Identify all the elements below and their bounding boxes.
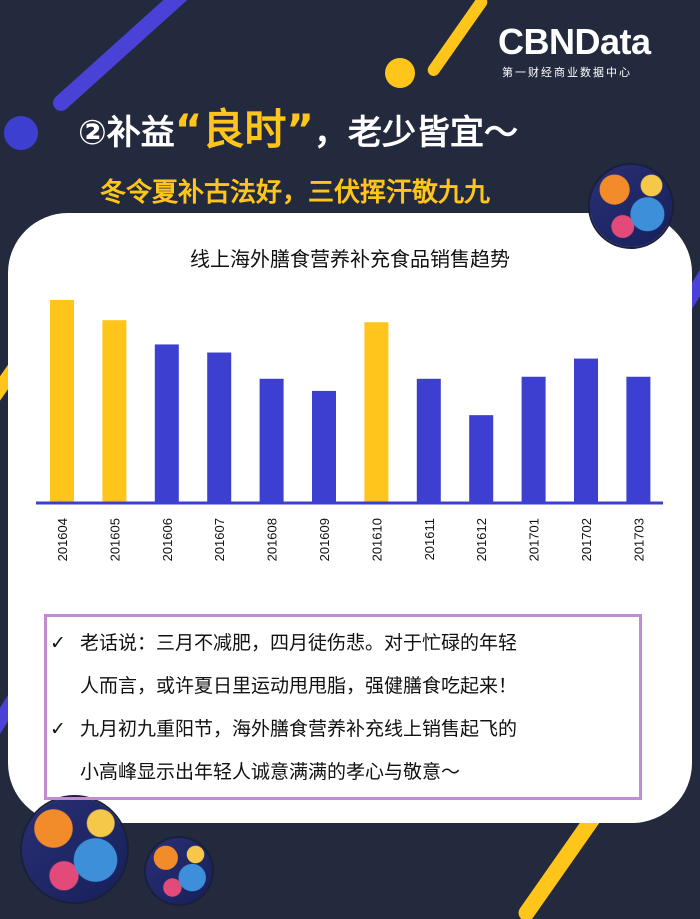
tick-label-201608: 201608 [265, 518, 280, 561]
bar-201607 [207, 352, 232, 502]
tick-label-201605: 201605 [107, 518, 122, 561]
bar-201702 [574, 358, 598, 502]
decor-pattern-bottom-left-large [22, 797, 127, 902]
notes-box [44, 614, 642, 800]
tick-label-201702: 201702 [579, 518, 594, 561]
bar-201701 [521, 376, 546, 502]
tick-label-201703: 201703 [631, 518, 646, 561]
title-prefix: ②补益 [78, 113, 175, 153]
tick-label-201606: 201606 [160, 518, 175, 561]
brand-name: CBNData [498, 21, 651, 62]
decor-pattern-bottom-left-small [146, 838, 212, 904]
note-2-line-2: 小高峰显示出年轻人诚意满满的孝心与敬意～ [80, 761, 461, 783]
title-highlight: “良时” [174, 105, 315, 154]
tick-label-201609: 201609 [317, 518, 332, 561]
bar-201609 [312, 390, 336, 502]
content-card [8, 213, 692, 823]
title-suffix: ，老少皆宜～ [314, 113, 519, 153]
page-title: ②补益“良时”，老少皆宜～ [78, 96, 518, 157]
decor-pattern-top-right [590, 165, 672, 247]
bar-201612 [469, 415, 494, 502]
tick-label-201701: 201701 [527, 518, 542, 561]
chart-title: 线上海外膳食营养补充食品销售趋势 [190, 247, 510, 271]
bar-201703 [626, 376, 651, 502]
check-icon: ✓ [50, 632, 66, 654]
tick-label-201604: 201604 [55, 518, 70, 561]
decor-dot-blue [4, 116, 38, 150]
bar-201610 [364, 322, 389, 502]
tick-label-201610: 201610 [369, 518, 384, 561]
bar-201606 [154, 344, 179, 502]
note-2: ✓ 九月初九重阳节，海外膳食营养补充线上销售起飞的 小高峰显示出年轻人诚意满满的孝… [50, 708, 630, 794]
tick-label-201607: 201607 [212, 518, 227, 561]
page-subtitle: 冬令夏补古法好，三伏挥汗敬九九 [100, 178, 491, 208]
brand-tagline: 第一财经商业数据中心 [502, 67, 632, 79]
bar-201611 [416, 378, 441, 502]
note-1: ✓ 老话说：三月不减肥，四月徒伤悲。对于忙碌的年轻 人而言，或许夏日里运动甩甩脂，… [50, 622, 630, 708]
bar-201608 [259, 378, 284, 502]
note-1-line-2: 人而言，或许夏日里运动甩甩脂，强健膳食吃起来！ [80, 675, 518, 697]
brand-logo: CBNData 第一财经商业数据中心 [498, 24, 651, 80]
note-1-line-1: 老话说：三月不减肥，四月徒伤悲。对于忙碌的年轻 [80, 632, 518, 654]
tick-label-201612: 201612 [474, 518, 489, 561]
bar-201605 [102, 320, 127, 502]
bar-201604 [50, 300, 74, 502]
check-icon: ✓ [50, 718, 66, 740]
decor-dot-yellow [385, 58, 415, 88]
note-2-line-1: 九月初九重阳节，海外膳食营养补充线上销售起飞的 [80, 718, 518, 740]
tick-label-201611: 201611 [422, 518, 437, 560]
